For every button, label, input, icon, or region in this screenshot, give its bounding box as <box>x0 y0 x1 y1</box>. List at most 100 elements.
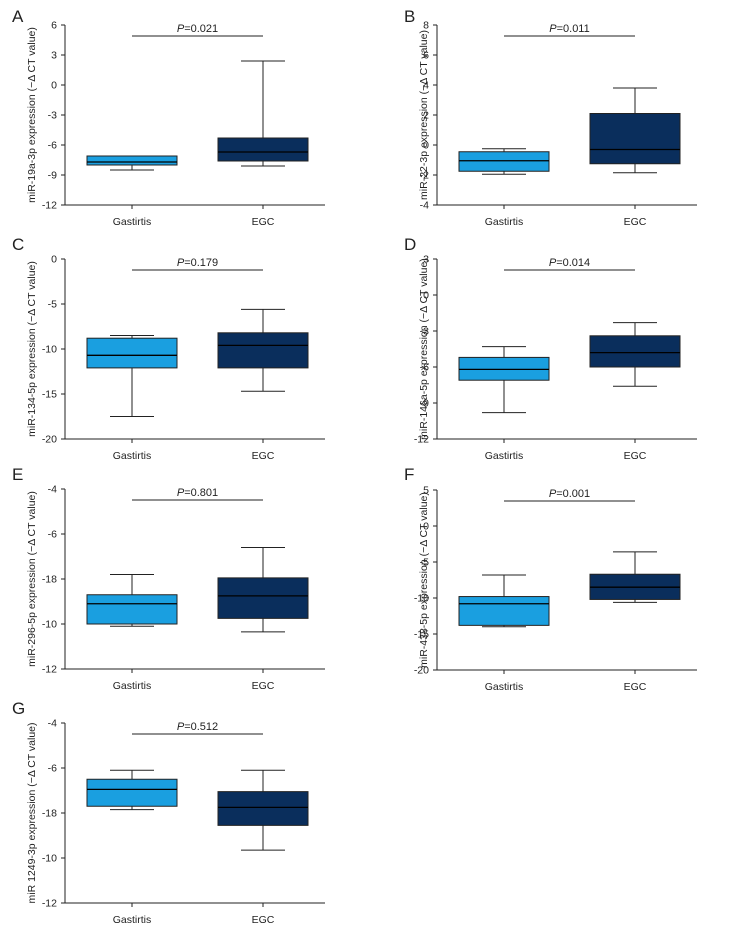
y-tick-label: -4 <box>48 718 57 730</box>
p-value: =0.014 <box>556 257 590 269</box>
p-value: =0.801 <box>184 487 218 499</box>
p-value-label: P=0.179 <box>177 257 218 269</box>
y-tick-label: -3 <box>420 326 429 338</box>
y-tick-label: -18 <box>42 808 57 820</box>
y-tick-label: -10 <box>42 853 57 865</box>
y-tick-label: 0 <box>423 521 429 533</box>
box-gastirtis <box>86 155 178 171</box>
panel-letter: G <box>12 699 25 718</box>
x-category-label: Gastirtis <box>113 216 152 228</box>
y-tick-label: -10 <box>414 593 429 605</box>
p-value: =0.001 <box>556 488 590 500</box>
box-gastirtis <box>86 335 178 417</box>
x-category-label: EGC <box>624 450 647 462</box>
box-egc <box>217 547 309 633</box>
y-tick-label: 6 <box>423 50 429 62</box>
y-tick-label: 8 <box>423 20 429 32</box>
y-tick-label: -15 <box>42 389 57 401</box>
panel-a: A 6 3 0 -3 -6 -9 -12 miR-19a-3p expression (−Δ C… <box>12 7 325 228</box>
y-axis-title: miR-146a-5p expression (−Δ CT value) <box>418 258 430 440</box>
panel-g: G -4 -6 -18 -10 -12 miR 1249-3p expression (−Δ… <box>12 699 325 926</box>
box-gastirtis <box>458 574 550 628</box>
p-symbol: P <box>177 23 185 35</box>
y-tick-label: 2 <box>423 110 429 122</box>
y-tick-label: -6 <box>48 529 57 541</box>
p-value-label: P=0.801 <box>177 487 218 499</box>
p-value: =0.021 <box>184 23 218 35</box>
box-iqr <box>86 594 178 625</box>
p-value-label: P=0.014 <box>549 257 590 269</box>
p-value: =0.179 <box>184 257 218 269</box>
panel-e: E -4 -6 -18 -10 -12 miR-296-5p expression (−Δ … <box>12 465 325 692</box>
p-value: =0.011 <box>557 23 590 35</box>
box-iqr <box>86 778 178 807</box>
y-tick-label: -18 <box>42 574 57 586</box>
box-egc <box>589 87 681 174</box>
y-tick-label: -6 <box>420 362 429 374</box>
box-iqr <box>86 155 178 166</box>
y-tick-label: -12 <box>414 434 429 446</box>
p-symbol: P <box>177 487 185 499</box>
panel-letter: E <box>12 465 23 484</box>
p-symbol: P <box>177 257 185 269</box>
box-gastirtis <box>458 148 550 175</box>
y-tick-label: 4 <box>423 80 429 92</box>
panel-letter: C <box>12 235 24 254</box>
x-category-label: Gastirtis <box>485 216 524 228</box>
y-tick-label: -10 <box>42 619 57 631</box>
y-tick-label: 6 <box>51 20 57 32</box>
box-egc <box>217 308 309 392</box>
box-iqr <box>217 137 309 162</box>
box-iqr <box>217 332 309 369</box>
p-value-label: P=0.001 <box>549 488 590 500</box>
y-axis-title: miR-438-5p expression (−Δ CT value) <box>418 492 430 668</box>
y-tick-label: -3 <box>48 110 57 122</box>
p-symbol: P <box>549 23 557 35</box>
x-category-label: Gastirtis <box>113 914 152 926</box>
y-axis-title: miR-134-5p expression (−Δ CT value) <box>26 261 38 437</box>
panel-letter: D <box>404 235 416 254</box>
p-value-label: P=0.021 <box>177 23 218 35</box>
y-tick-label: -2 <box>420 170 429 182</box>
p-value-label: P=0.011 <box>549 23 589 35</box>
y-tick-label: 0 <box>51 254 57 266</box>
box-iqr <box>217 577 309 619</box>
y-tick-label: -5 <box>48 299 57 311</box>
y-tick-label: -6 <box>48 140 57 152</box>
y-tick-label: -20 <box>42 434 57 446</box>
p-symbol: P <box>177 721 185 733</box>
y-tick-label: 0 <box>51 80 57 92</box>
box-iqr <box>589 113 681 165</box>
y-tick-label: -4 <box>48 484 57 496</box>
y-tick-label: -15 <box>414 629 429 641</box>
y-tick-label: -12 <box>42 898 57 910</box>
box-gastirtis <box>458 346 550 414</box>
y-axis-title: miR-22-3p expression (−Δ CT value) <box>418 30 430 200</box>
y-axis-title: miR 1249-3p expression (−Δ CT value) <box>26 722 38 903</box>
y-tick-label: -20 <box>414 665 429 677</box>
y-axis-title: miR-296-5p expression (−Δ CT value) <box>26 491 38 667</box>
p-value-label: P=0.512 <box>177 721 218 733</box>
x-category-label: Gastirtis <box>113 450 152 462</box>
x-category-label: EGC <box>252 914 275 926</box>
p-symbol: P <box>549 488 557 500</box>
y-tick-label: 0 <box>423 290 429 302</box>
y-tick-label: -9 <box>420 398 429 410</box>
box-egc <box>589 322 681 387</box>
y-tick-label: 3 <box>51 50 57 62</box>
box-iqr <box>86 337 178 369</box>
x-category-label: Gastirtis <box>113 680 152 692</box>
box-egc <box>589 551 681 603</box>
p-value: =0.512 <box>184 721 218 733</box>
y-tick-label: -9 <box>48 170 57 182</box>
y-tick-label: -10 <box>42 344 57 356</box>
x-category-label: EGC <box>624 681 647 693</box>
box-iqr <box>458 151 550 172</box>
box-iqr <box>458 596 550 626</box>
y-tick-label: 3 <box>423 254 429 266</box>
box-iqr <box>217 791 309 826</box>
x-category-label: EGC <box>624 216 647 228</box>
